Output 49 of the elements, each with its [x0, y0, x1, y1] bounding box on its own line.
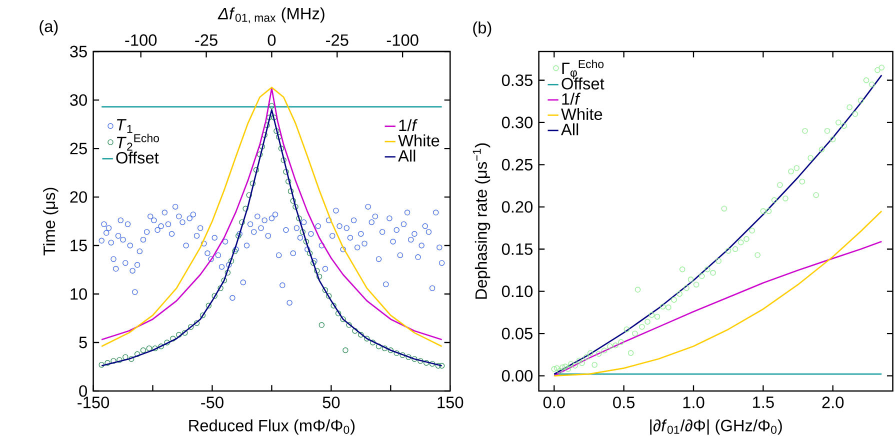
x-tick-label: -50 [201, 396, 224, 408]
x-axis-title: |∂f$_{01}$/∂Φ| (GHz/Φ$_{0}$) [650, 419, 782, 435]
legend-label: White [398, 134, 440, 146]
y-tick-label: 0.05 [502, 328, 532, 340]
x-tick-label: 0.5 [613, 396, 635, 408]
legend-label: T$_{2}$Echo [116, 134, 159, 151]
y-tick-label: 0.35 [502, 74, 532, 86]
text: -25 [326, 34, 348, 46]
x-tick-label: 2.0 [822, 396, 844, 408]
legend-label: T$_{1}$ [116, 119, 132, 133]
y-tick-label: 0.30 [502, 116, 533, 128]
y-axis-title: Time (μs) [43, 188, 58, 256]
x-tick-label: 50 [322, 396, 340, 408]
y-tick-label: 0.00 [502, 370, 533, 382]
y-tick-label: 10 [70, 288, 87, 300]
y-tick-label: 35 [70, 46, 87, 58]
x-tick-label: 150 [438, 396, 464, 408]
text: -100 [386, 34, 418, 46]
line-series [553, 210, 882, 376]
y-tick-label: 0.10 [502, 286, 533, 298]
legend-label: All [398, 150, 416, 162]
x-tick-label: -150 [78, 396, 110, 408]
x2-axis-title: Δf$_{01, max}$ (MHz) [218, 7, 324, 24]
legend-label: 1/f [399, 119, 418, 132]
y-tick-label: 0 [79, 385, 87, 397]
x-axis-title: Reduced Flux (mΦ/Φ$_{0}$) [189, 419, 355, 435]
legend-label: White [561, 108, 602, 120]
y-tick-label: 20 [70, 191, 87, 203]
legend-label: Offset [562, 78, 604, 90]
legend-label: All [561, 123, 578, 136]
y-tick-label: 0.15 [502, 243, 532, 255]
text: 0 [268, 34, 276, 46]
x-tick-label: 1.5 [753, 396, 774, 408]
legend-label: Γ$_{φ}$Echo [562, 60, 604, 79]
y-axis-title: Dephasing rate (μs$^{−1}$) [472, 143, 490, 299]
text: (b) [473, 22, 492, 37]
x-tick-label: 0.0 [543, 396, 565, 408]
text: (a) [40, 20, 58, 36]
y-tick-label: 25 [70, 142, 87, 154]
legend-label: Offset [116, 152, 159, 164]
y-tick-label: 30 [70, 94, 87, 106]
legend-label: 1/f [562, 92, 581, 105]
y-tick-label: 0.25 [502, 158, 532, 171]
x-tick-label: 1.0 [683, 396, 704, 408]
y-tick-label: 5 [79, 336, 87, 348]
text: -25 [195, 34, 218, 46]
y-tick-label: 0.20 [502, 201, 533, 213]
y-tick-label: 15 [70, 240, 87, 252]
text: -100 [125, 34, 157, 46]
